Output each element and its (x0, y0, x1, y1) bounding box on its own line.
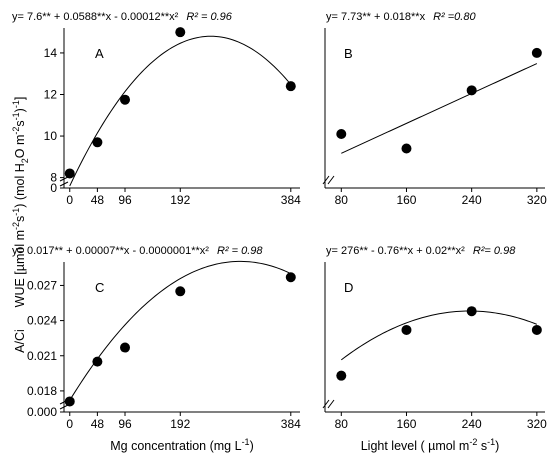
panel-d-axis-break (322, 399, 335, 409)
panel-a-letter: A (95, 46, 104, 61)
y-tick-label: 0.018 (27, 384, 57, 398)
y-tick-label: 14 (44, 46, 58, 60)
x-tick-label: 384 (281, 417, 301, 431)
data-point (175, 27, 186, 38)
data-point (531, 324, 542, 335)
x-tick-label: 48 (91, 193, 105, 207)
y-tick-label: 12 (44, 87, 58, 101)
x-tick-label: 80 (335, 417, 349, 431)
panel-a-axis-break (59, 176, 69, 187)
data-point (466, 306, 477, 317)
data-point (120, 94, 131, 105)
x-tick-label: 192 (170, 417, 190, 431)
light-x-axis-title: Light level ( µmol m-2 s-1) (361, 437, 500, 453)
x-tick-label: 160 (396, 193, 416, 207)
x-tick-label: 0 (66, 417, 73, 431)
data-point (401, 143, 412, 154)
y-tick-label: 0 (50, 181, 57, 195)
aci-y-axis-title: A/Ci (13, 329, 27, 353)
panel-a-fit-curve (69, 35, 292, 187)
x-tick-label: 96 (118, 193, 132, 207)
y-tick-label: 0.021 (27, 349, 57, 363)
x-tick-label: 240 (462, 417, 482, 431)
panel-a-points (64, 27, 296, 179)
panel-d-ticks: 80 160 240 320 (335, 412, 547, 431)
panel-d-fit-curve (340, 310, 538, 361)
data-point (64, 168, 75, 179)
panel-b: y= 7.73** + 0.018**x R² =0.80 B 80 160 240 3… (322, 11, 547, 207)
panel-b-axis-break (322, 175, 335, 185)
x-tick-label: 160 (396, 417, 416, 431)
y-tick-label: 0.027 (27, 278, 57, 292)
panel-b-ticks: 80 160 240 320 (335, 188, 547, 207)
panel-d-equation: y= 276** - 0.76**x + 0.02**x² R²= 0.98 (326, 245, 516, 257)
x-tick-label: 80 (335, 193, 349, 207)
x-tick-label: 0 (66, 193, 73, 207)
panel-a: y= 7.6** + 0.0588**x - 0.00012**x² R² = 0… (12, 11, 301, 207)
data-point (175, 286, 186, 297)
panel-c: y= 0.017** + 0.00007**x - 0.0000001**x² R… (12, 245, 301, 431)
panel-d-letter: D (344, 280, 353, 295)
wue-y-axis-title: WUE [µmol m-2s-1) (mol H2O m-2s-1)-1] (11, 97, 30, 308)
x-tick-label: 240 (462, 193, 482, 207)
y-tick-label: 0.000 (27, 405, 57, 419)
panel-b-fit-line (341, 63, 538, 154)
panel-b-points (336, 47, 542, 154)
mg-x-axis-title: Mg concentration (mg L-1) (110, 437, 254, 453)
data-point (336, 128, 347, 139)
panel-b-letter: B (344, 46, 353, 61)
panel-c-points (64, 272, 296, 407)
panel-c-letter: C (95, 280, 104, 295)
data-point (285, 272, 296, 283)
panel-d: y= 276** - 0.76**x + 0.02**x² R²= 0.98 D … (322, 245, 547, 431)
data-point (466, 85, 477, 96)
data-point (92, 356, 103, 367)
x-tick-label: 320 (527, 417, 547, 431)
panel-b-equation: y= 7.73** + 0.018**x R² =0.80 (326, 11, 476, 23)
y-tick-label: 10 (44, 129, 58, 143)
x-tick-label: 384 (281, 193, 301, 207)
data-point (64, 396, 75, 407)
data-point (401, 324, 412, 335)
panel-d-points (336, 306, 542, 381)
panel-c-fit-curve (69, 260, 292, 401)
panel-c-equation: y= 0.017** + 0.00007**x - 0.0000001**x² R… (12, 245, 263, 257)
x-tick-label: 96 (118, 417, 132, 431)
data-point (336, 370, 347, 381)
panel-a-ticks: 0 48 96 192 384 08 10 12 14 (44, 46, 301, 207)
x-tick-label: 320 (527, 193, 547, 207)
x-tick-label: 192 (170, 193, 190, 207)
panel-a-equation: y= 7.6** + 0.0588**x - 0.00012**x² R² = 0… (12, 11, 233, 23)
data-point (531, 47, 542, 58)
data-point (120, 342, 131, 353)
y-tick-label: 0.024 (27, 314, 57, 328)
panel-c-ticks: 0 48 96 192 384 0.000 0.018 0.021 0.024 0.027 (27, 278, 301, 431)
x-tick-label: 48 (91, 417, 105, 431)
data-point (285, 81, 296, 92)
y-tick-label: 8 (50, 171, 57, 185)
data-point (92, 137, 103, 148)
